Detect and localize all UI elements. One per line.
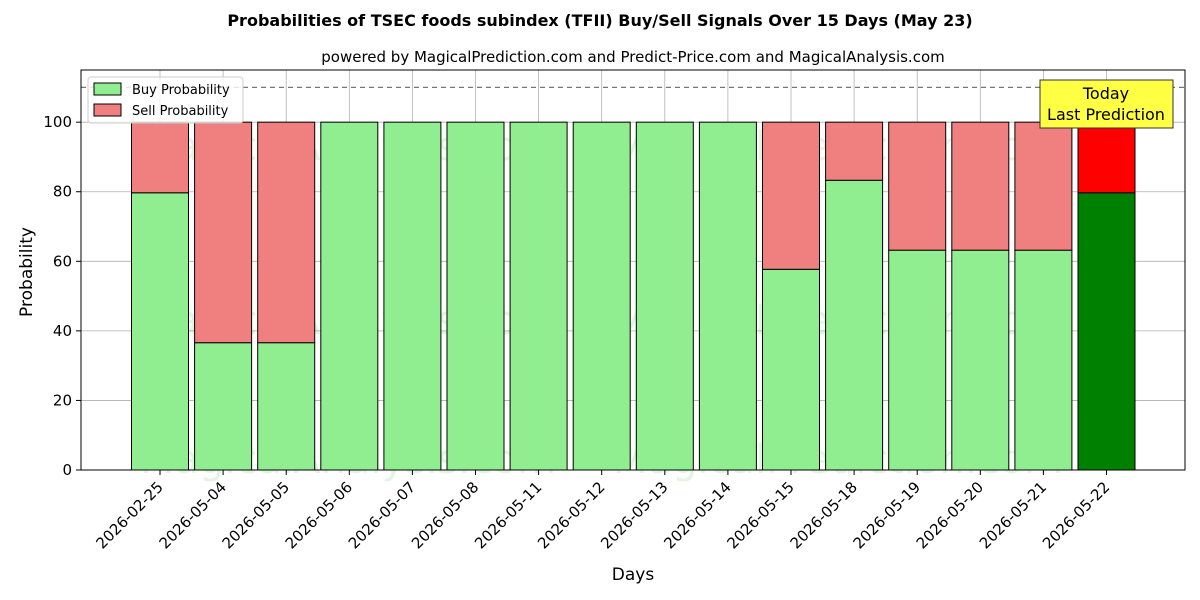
x-tick-label: 2026-02-25 xyxy=(92,478,166,552)
x-tick-label: 2026-05-14 xyxy=(660,478,734,552)
y-tick-label: 20 xyxy=(53,391,72,409)
sell-bar xyxy=(825,121,884,181)
x-tick-label: 2026-05-07 xyxy=(345,478,419,552)
buy-bar xyxy=(446,121,505,471)
x-tick-label: 2026-05-19 xyxy=(850,478,924,552)
buy-bar xyxy=(951,249,1010,471)
x-tick-label: 2026-05-08 xyxy=(408,478,482,552)
x-tick-label: 2026-05-04 xyxy=(156,478,230,552)
chart-subtitle: powered by MagicalPrediction.com and Pre… xyxy=(321,48,945,66)
bars xyxy=(81,86,1185,471)
plot-frame xyxy=(80,69,1186,471)
y-tick-label: 80 xyxy=(53,183,72,201)
y-tick-label: 0 xyxy=(62,461,72,479)
annotation-line1: Today xyxy=(1082,84,1129,103)
chart-title: Probabilities of TSEC foods subindex (TF… xyxy=(227,11,972,30)
sell-bar xyxy=(888,121,947,251)
legend: Buy Probability Sell Probability xyxy=(87,76,244,124)
sell-bar xyxy=(1077,121,1136,194)
legend-box xyxy=(87,76,244,124)
buy-bar xyxy=(1077,192,1136,471)
buy-bar xyxy=(888,249,947,471)
y-tick-label: 60 xyxy=(53,252,72,270)
x-tick-label: 2026-05-22 xyxy=(1039,478,1113,552)
sell-bar xyxy=(257,121,316,344)
legend-label: Buy Probability xyxy=(132,83,230,98)
annotation-box xyxy=(1039,79,1174,129)
x-tick-label: 2026-05-05 xyxy=(219,478,293,552)
x-tick-label: 2026-05-06 xyxy=(282,478,356,552)
x-tick-label: 2026-05-12 xyxy=(534,478,608,552)
buy-bar xyxy=(509,121,568,471)
sell-bar xyxy=(194,121,253,344)
sell-bar xyxy=(131,121,189,194)
x-tick-label: 2026-05-21 xyxy=(976,478,1050,552)
x-axis-label: Days xyxy=(612,565,655,585)
y-tick-label: 100 xyxy=(43,113,72,131)
x-tick-label: 2026-05-11 xyxy=(471,478,545,552)
x-tick-label: 2026-05-18 xyxy=(787,478,861,552)
x-tick-label: 2026-05-15 xyxy=(723,478,797,552)
buy-bar xyxy=(635,121,694,471)
buy-bar xyxy=(762,268,820,471)
buy-bar xyxy=(572,121,631,471)
legend-swatch xyxy=(93,103,122,117)
y-tick-label: 40 xyxy=(53,322,72,340)
y-axis-label: Probability xyxy=(17,227,37,317)
buy-bar xyxy=(825,179,884,471)
legend-swatch xyxy=(93,82,122,96)
legend-label: Sell Probability xyxy=(132,104,229,119)
buy-bar xyxy=(1014,249,1073,471)
buy-bar xyxy=(257,342,316,471)
x-tick-label: 2026-05-13 xyxy=(597,478,671,552)
buy-bar xyxy=(383,121,442,471)
buy-bar xyxy=(131,192,189,471)
buy-bar xyxy=(320,121,379,471)
annotation-line2: Last Prediction xyxy=(1047,105,1165,124)
buy-bar xyxy=(698,121,757,471)
sell-bar xyxy=(762,121,820,270)
x-tick-label: 2026-05-20 xyxy=(913,478,987,552)
sell-bar xyxy=(951,121,1010,251)
sell-bar xyxy=(1014,121,1073,251)
today-annotation: Today Last Prediction xyxy=(1039,79,1174,129)
buy-bar xyxy=(194,342,253,471)
